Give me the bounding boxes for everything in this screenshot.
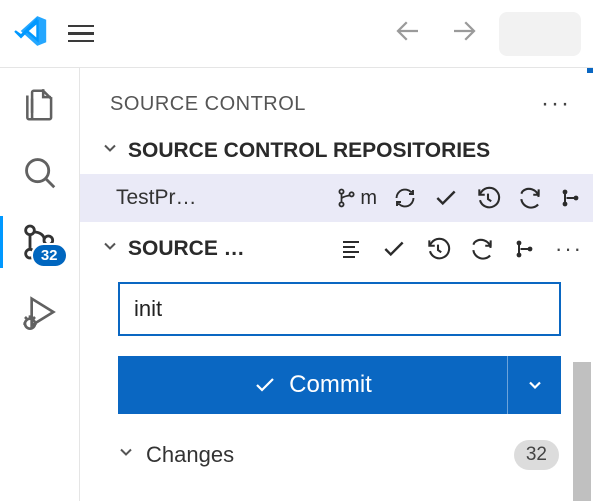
commit-button[interactable]: Commit [118, 356, 507, 414]
section-repositories-label: SOURCE CONTROL REPOSITORIES [128, 139, 490, 163]
nav-back-icon[interactable] [387, 10, 429, 57]
source-control-badge: 32 [31, 243, 68, 268]
changes-count-badge: 32 [514, 440, 559, 470]
sync-icon[interactable] [393, 186, 417, 210]
activitybar-explorer[interactable] [16, 86, 64, 124]
section-source-control-label: SOURCE … [128, 237, 245, 261]
tree-view-icon[interactable] [339, 237, 363, 261]
vscode-logo-icon [12, 13, 48, 54]
menu-hamburger-icon[interactable] [62, 19, 100, 49]
repository-item[interactable]: TestPr… m [80, 174, 593, 222]
refresh-icon[interactable] [469, 236, 495, 262]
section-changes-header[interactable]: Changes 32 [80, 414, 593, 470]
graph-icon[interactable] [559, 186, 583, 210]
check-icon[interactable] [433, 185, 459, 211]
chevron-down-icon [116, 442, 136, 468]
refresh-icon[interactable] [517, 185, 543, 211]
branch-icon[interactable]: m [336, 187, 377, 210]
scrollbar-thumb[interactable] [573, 362, 591, 501]
sc-more-icon[interactable]: ··· [555, 236, 583, 262]
nav-forward-icon[interactable] [443, 10, 485, 57]
history-icon[interactable] [475, 185, 501, 211]
repository-name: TestPr… [116, 186, 197, 210]
activitybar-run-debug[interactable] [16, 292, 64, 332]
section-source-control-header[interactable]: SOURCE … [80, 222, 593, 276]
history-icon[interactable] [425, 236, 451, 262]
check-icon[interactable] [381, 236, 407, 262]
chevron-down-icon [100, 236, 120, 262]
section-repositories-header[interactable]: SOURCE CONTROL REPOSITORIES [80, 128, 593, 174]
chevron-down-icon [100, 138, 120, 164]
commit-message-input[interactable] [118, 282, 561, 336]
panel-title: SOURCE CONTROL [110, 93, 541, 116]
commit-dropdown-button[interactable] [507, 356, 561, 414]
activitybar-search[interactable] [16, 154, 64, 192]
section-changes-label: Changes [146, 442, 234, 468]
activitybar-source-control[interactable]: 32 [16, 222, 64, 262]
commit-button-label: Commit [289, 371, 372, 399]
graph-icon[interactable] [513, 237, 537, 261]
command-center[interactable] [499, 12, 581, 56]
panel-more-icon[interactable]: ··· [541, 90, 571, 118]
branch-name: m [360, 187, 377, 210]
